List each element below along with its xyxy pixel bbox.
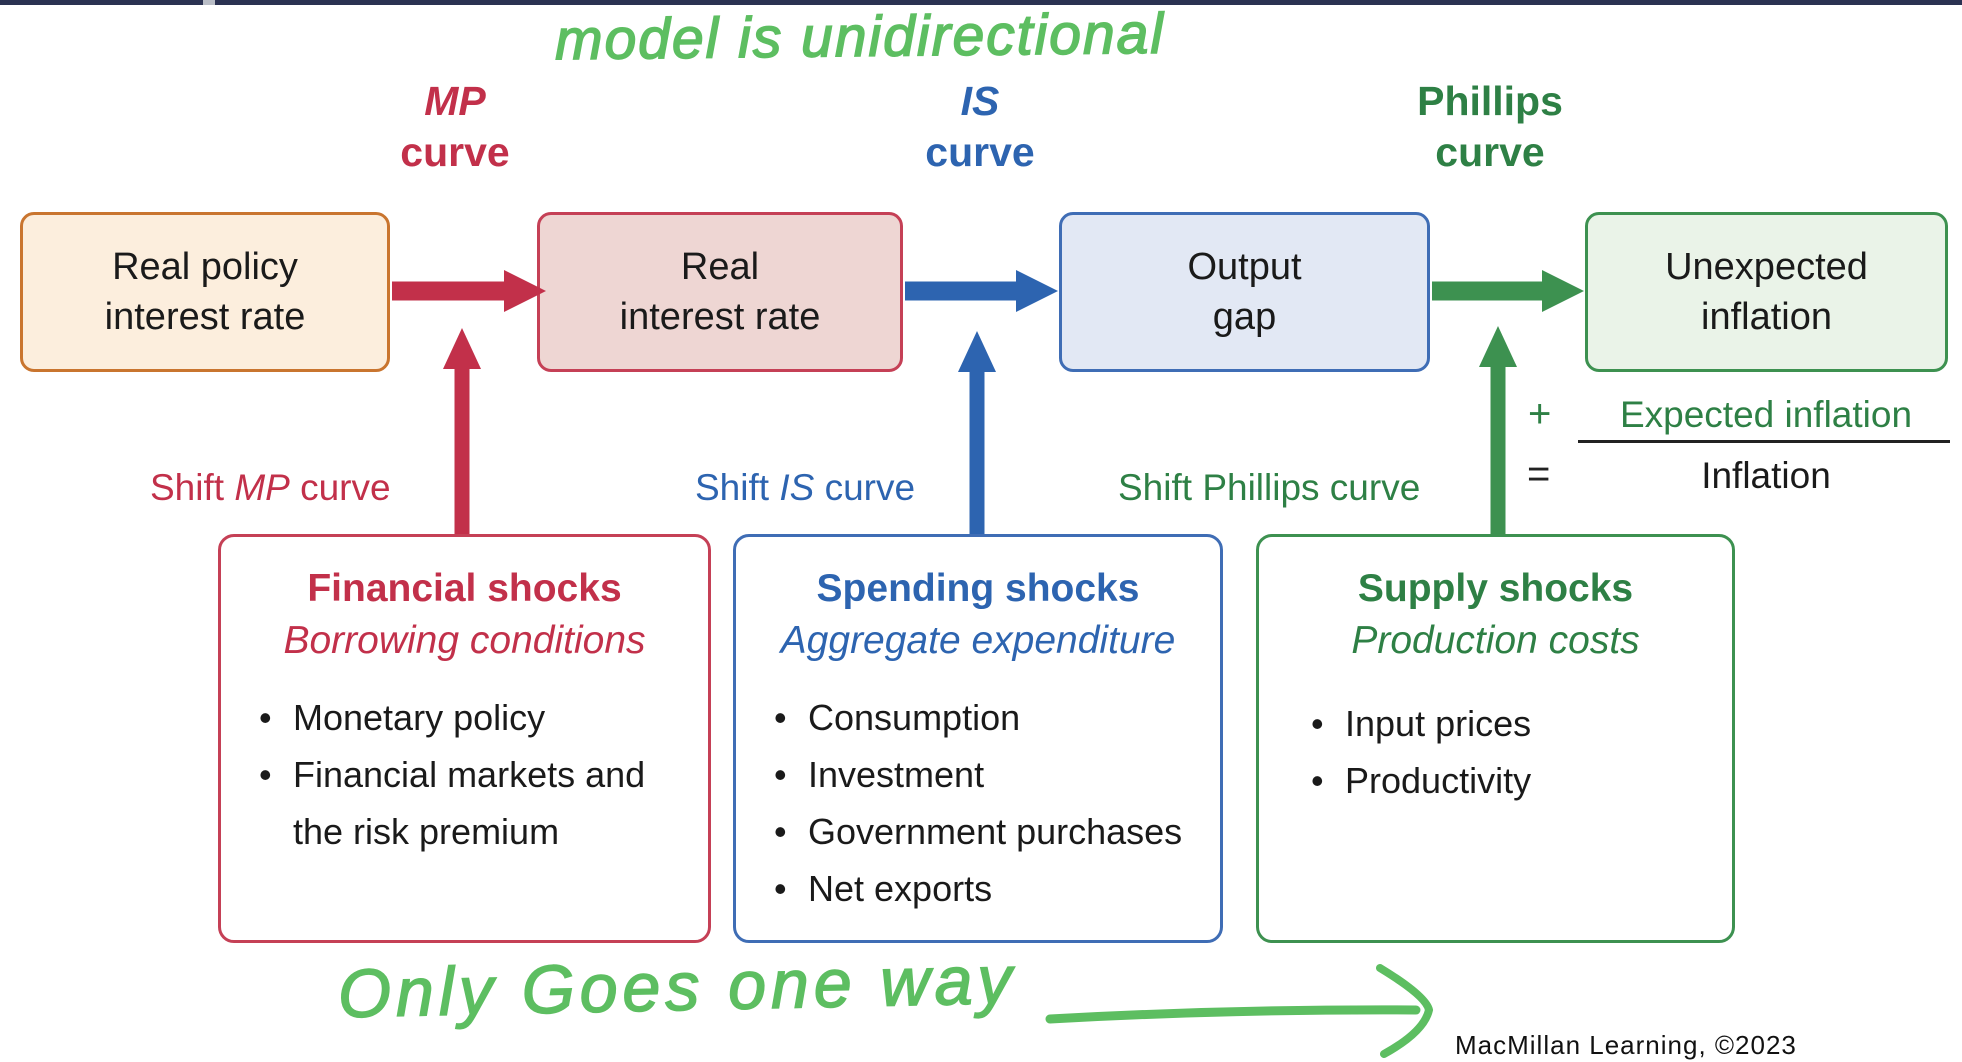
spending-up-arrow xyxy=(958,331,996,534)
is-curve-label-line2: curve xyxy=(925,129,1035,176)
supply-shocks-box: Supply shocks Production costs Input pri… xyxy=(1256,534,1735,943)
browser-top-edge xyxy=(0,0,1962,5)
list-item: Input prices xyxy=(1299,696,1732,753)
phillips-curve-label-line2: curve xyxy=(1435,129,1545,176)
supply-up-arrow xyxy=(1479,326,1517,536)
list-item: Consumption xyxy=(762,690,1220,747)
financial-up-arrow xyxy=(443,328,481,536)
phillips-arrow xyxy=(1432,270,1584,312)
supply-shocks-subtitle: Production costs xyxy=(1351,618,1640,662)
financial-shocks-title: Financial shocks xyxy=(307,567,622,610)
list-item: Monetary policy xyxy=(247,690,651,747)
formula-denominator: Inflation xyxy=(1701,455,1831,496)
output-gap-line2: gap xyxy=(1212,296,1277,338)
browser-top-edge-notch xyxy=(203,0,215,5)
formula-equals-sign: = xyxy=(1527,452,1551,496)
spending-shocks-box: Spending shocks Aggregate expenditure Co… xyxy=(733,534,1223,943)
mp-arrow xyxy=(392,270,546,312)
financial-shocks-subtitle: Borrowing conditions xyxy=(283,618,646,662)
financial-shocks-box: Financial shocks Borrowing conditions Mo… xyxy=(218,534,711,943)
mp-curve-label-line2: curve xyxy=(400,129,510,176)
shift-is-curve-label: Shift IS curve xyxy=(695,467,915,509)
formula-numerator: Expected inflation xyxy=(1619,394,1913,435)
is-curve-label: IS curve xyxy=(860,76,1100,179)
attribution-text: MacMillan Learning, ©2023 xyxy=(1455,1030,1797,1060)
shift-is-italic: IS xyxy=(779,467,815,508)
shift-mp-prefix: Shift xyxy=(150,467,235,508)
real-policy-interest-rate-box: Real policy interest rate xyxy=(20,212,390,372)
phillips-curve-label: Phillips curve xyxy=(1370,76,1610,179)
mp-curve-label: MP curve xyxy=(335,76,575,179)
list-item: Net exports xyxy=(762,861,1220,918)
formula-fraction-bar xyxy=(1578,440,1950,443)
is-curve-label-line1: IS xyxy=(960,78,1000,124)
phillips-curve-label-line1: Phillips xyxy=(1417,78,1563,124)
shift-is-suffix: curve xyxy=(814,467,916,508)
real-interest-rate-line2: interest rate xyxy=(619,296,821,338)
list-item: Productivity xyxy=(1299,753,1732,810)
is-arrow xyxy=(905,270,1058,312)
supply-shocks-title: Supply shocks xyxy=(1357,567,1634,610)
unexpected-inflation-box: Unexpected inflation xyxy=(1585,212,1948,372)
financial-shocks-list: Monetary policy Financial markets and th… xyxy=(221,690,708,861)
handwritten-bottom-note: Only Goes one way xyxy=(336,941,1018,1033)
output-gap-box: Output gap xyxy=(1059,212,1430,372)
shift-phillips-curve-label: Shift Phillips curve xyxy=(1118,467,1421,508)
handwritten-arrow xyxy=(1045,964,1434,1058)
real-interest-rate-line1: Real xyxy=(680,245,760,288)
handwritten-top-note: model is unidirectional xyxy=(554,1,1166,73)
unexpected-inflation-line2: inflation xyxy=(1701,296,1832,338)
shift-mp-italic: MP xyxy=(234,467,290,508)
formula-plus-sign: + xyxy=(1528,392,1552,436)
output-gap-line1: Output xyxy=(1187,245,1302,288)
real-interest-rate-box: Real interest rate xyxy=(537,212,903,372)
shift-is-prefix: Shift xyxy=(695,467,780,508)
shift-mp-suffix: curve xyxy=(289,467,391,508)
unexpected-inflation-line1: Unexpected xyxy=(1665,245,1868,288)
real-policy-interest-rate-line2: interest rate xyxy=(104,296,306,338)
list-item: Government purchases xyxy=(762,804,1220,861)
list-item: Investment xyxy=(762,747,1220,804)
spending-shocks-list: Consumption Investment Government purcha… xyxy=(736,690,1220,918)
spending-shocks-title: Spending shocks xyxy=(816,567,1140,610)
list-item: Financial markets and the risk premium xyxy=(247,747,651,861)
mp-curve-label-line1: MP xyxy=(424,78,486,124)
shift-mp-curve-label: Shift MP curve xyxy=(150,467,391,509)
supply-shocks-list: Input prices Productivity xyxy=(1259,696,1732,810)
spending-shocks-subtitle: Aggregate expenditure xyxy=(780,618,1176,662)
real-policy-interest-rate-line1: Real policy xyxy=(112,245,298,288)
